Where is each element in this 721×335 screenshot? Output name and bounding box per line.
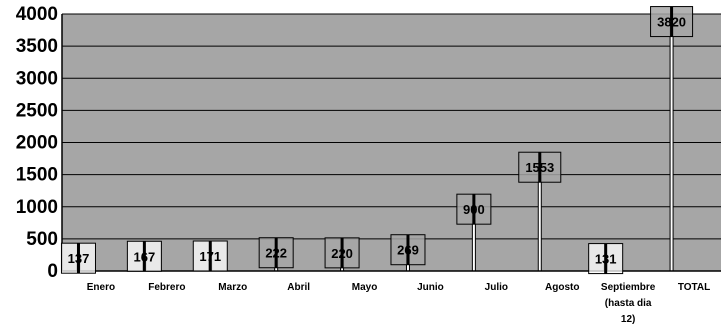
data-label: 167	[134, 249, 156, 264]
x-tick-label: 12)	[621, 314, 635, 325]
data-label: 222	[265, 246, 287, 261]
data-label: 171	[199, 249, 221, 264]
data-label: 269	[397, 243, 419, 258]
y-tick-label: 4000	[16, 4, 58, 25]
x-tick-label: Febrero	[148, 282, 185, 293]
data-label: 1553	[525, 160, 554, 175]
y-tick-label: 2000	[16, 133, 58, 154]
data-label: 137	[68, 251, 90, 266]
y-tick-label: 3000	[16, 68, 58, 89]
x-tick-label: Agosto	[545, 282, 579, 293]
y-tick-label: 1500	[16, 165, 58, 186]
data-label: 220	[331, 246, 353, 261]
x-tick-label: Enero	[87, 282, 115, 293]
bar	[669, 25, 674, 272]
y-tick-label: 3500	[16, 36, 58, 57]
y-tick-label: 2500	[16, 100, 58, 121]
data-label: 900	[463, 202, 485, 217]
x-tick-label: TOTAL	[678, 282, 710, 293]
y-tick-label: 1000	[16, 197, 58, 218]
y-axis: 0 500 1000 1500 2000 2500 3000 3500 4000	[16, 4, 721, 282]
x-tick-label: Junio	[417, 282, 444, 293]
x-tick-label: Mayo	[352, 282, 378, 293]
x-tick-label: (hasta dia	[605, 298, 652, 309]
y-tick-label: 500	[26, 229, 58, 250]
bar	[537, 170, 542, 272]
data-label: 3820	[657, 15, 686, 30]
gridlines	[62, 13, 721, 240]
y-tick-label: 0	[47, 261, 58, 282]
data-label: 131	[595, 252, 617, 267]
x-tick-label: Abril	[287, 282, 310, 293]
x-tick-label: Julio	[485, 282, 508, 293]
x-tick-label: Marzo	[218, 282, 247, 293]
x-axis: Enero Febrero Marzo Abril Mayo Junio Julio Agos…	[87, 282, 710, 325]
data-labels: 137 167 171 222 220 269 900 1553 131 3820	[60, 6, 694, 275]
x-tick-label: Septiembre	[601, 282, 656, 293]
